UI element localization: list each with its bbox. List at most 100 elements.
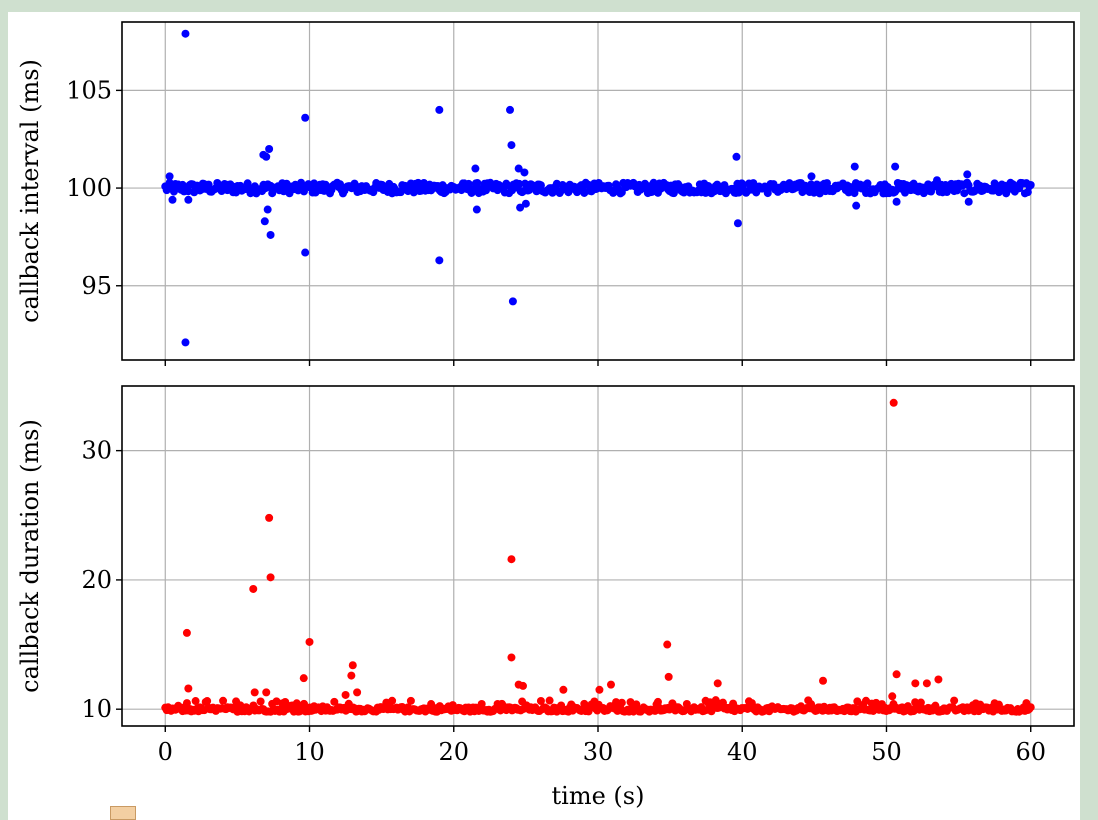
panel-callback-duration: 0 10 20 30 40 50 60 10 20 30 callback duration (ms… xyxy=(16,385,1075,810)
data-point-outlier xyxy=(911,679,920,688)
y-tick-label: 10 xyxy=(81,695,112,723)
data-point xyxy=(281,697,290,706)
x-tick-label: 30 xyxy=(583,738,614,766)
data-point-outlier xyxy=(262,688,271,697)
data-point-outlier xyxy=(262,152,271,161)
data-point-outlier xyxy=(819,676,828,685)
data-point-outlier xyxy=(165,172,174,181)
x-tick-label: 50 xyxy=(871,738,902,766)
data-point-outlier xyxy=(249,584,258,593)
data-point-outlier xyxy=(435,256,444,265)
data-point-outlier xyxy=(341,690,350,699)
data-point-outlier xyxy=(606,680,615,689)
data-point-outlier xyxy=(260,217,269,226)
data-point-outlier xyxy=(507,141,516,150)
data-point-outlier xyxy=(184,684,193,693)
data-point xyxy=(863,179,872,188)
data-point xyxy=(950,696,959,705)
data-point-outlier xyxy=(664,672,673,681)
figure: 95 100 105 callback interval (ms) 0 10 20 30 40… xyxy=(8,12,1080,820)
data-point-outlier xyxy=(507,653,516,662)
data-point-outlier xyxy=(891,162,900,171)
data-point-outlier xyxy=(964,197,973,206)
y-tick-label: 30 xyxy=(81,437,112,465)
data-point-outlier xyxy=(305,637,314,646)
data-point-outlier xyxy=(733,219,742,228)
data-point xyxy=(853,697,862,706)
data-point-outlier xyxy=(508,297,517,306)
data-point xyxy=(292,699,301,708)
data-point-outlier xyxy=(301,113,310,122)
data-point xyxy=(219,696,228,705)
data-point xyxy=(1026,703,1035,712)
data-point xyxy=(299,699,308,708)
y-axis-label: callback interval (ms) xyxy=(16,59,44,323)
data-point-outlier xyxy=(301,248,310,257)
data-point xyxy=(388,696,397,705)
data-point xyxy=(406,696,415,705)
x-tick-label: 60 xyxy=(1015,738,1046,766)
data-point-outlier xyxy=(889,398,898,407)
data-point-outlier xyxy=(299,674,308,683)
data-point xyxy=(182,699,191,708)
panel-callback-interval: 95 100 105 callback interval (ms) xyxy=(16,21,1075,366)
data-point-outlier xyxy=(347,671,356,680)
data-point-outlier xyxy=(807,172,816,181)
y-tick-label: 20 xyxy=(81,566,112,594)
data-point-outlier xyxy=(934,675,943,684)
data-point xyxy=(330,697,339,706)
data-point xyxy=(807,180,816,189)
data-point-outlier xyxy=(266,573,275,582)
data-point xyxy=(1026,181,1035,190)
data-point-outlier xyxy=(663,640,672,649)
data-point xyxy=(204,180,213,189)
data-point xyxy=(532,187,541,196)
data-point-outlier xyxy=(888,692,897,701)
data-point-outlier xyxy=(521,199,530,208)
data-point-outlier xyxy=(168,195,177,204)
data-point-outlier xyxy=(472,205,481,214)
x-tick-label: 0 xyxy=(158,738,173,766)
data-point xyxy=(823,179,832,188)
data-point xyxy=(653,697,662,706)
data-point xyxy=(473,178,482,187)
data-point-outlier xyxy=(506,105,515,114)
data-point xyxy=(617,698,626,707)
data-point-outlier xyxy=(181,29,190,38)
data-points xyxy=(161,29,1035,347)
data-point-outlier xyxy=(514,164,523,173)
data-point xyxy=(477,700,486,709)
data-point-outlier xyxy=(471,164,480,173)
y-tick-label: 105 xyxy=(66,76,112,104)
data-point-outlier xyxy=(435,105,444,114)
data-point-outlier xyxy=(559,685,568,694)
data-point-outlier xyxy=(713,679,722,688)
data-points xyxy=(161,398,1035,716)
data-point-outlier xyxy=(181,338,190,347)
data-point-outlier xyxy=(850,162,859,171)
data-point-outlier xyxy=(184,195,193,204)
data-point-outlier xyxy=(263,205,272,214)
data-point-outlier xyxy=(963,170,972,179)
data-point xyxy=(515,179,524,188)
data-point-outlier xyxy=(353,688,362,697)
data-point-outlier xyxy=(516,203,525,212)
data-point-outlier xyxy=(265,144,274,153)
data-point-outlier xyxy=(266,230,275,239)
data-point-outlier xyxy=(250,688,259,697)
data-point-outlier xyxy=(182,628,191,637)
data-point xyxy=(749,179,758,188)
data-point-outlier xyxy=(348,661,357,670)
x-axis-label: time (s) xyxy=(552,782,645,810)
data-point-outlier xyxy=(507,555,516,564)
data-point-outlier xyxy=(732,152,741,161)
y-tick-label: 100 xyxy=(66,174,112,202)
data-point-outlier xyxy=(518,681,527,690)
data-point-outlier xyxy=(932,176,941,185)
data-point xyxy=(536,697,545,706)
data-point-outlier xyxy=(265,513,274,522)
data-point-outlier xyxy=(892,197,901,206)
y-tick-label: 95 xyxy=(81,272,112,300)
data-point-outlier xyxy=(595,685,604,694)
x-tick-label: 10 xyxy=(294,738,325,766)
